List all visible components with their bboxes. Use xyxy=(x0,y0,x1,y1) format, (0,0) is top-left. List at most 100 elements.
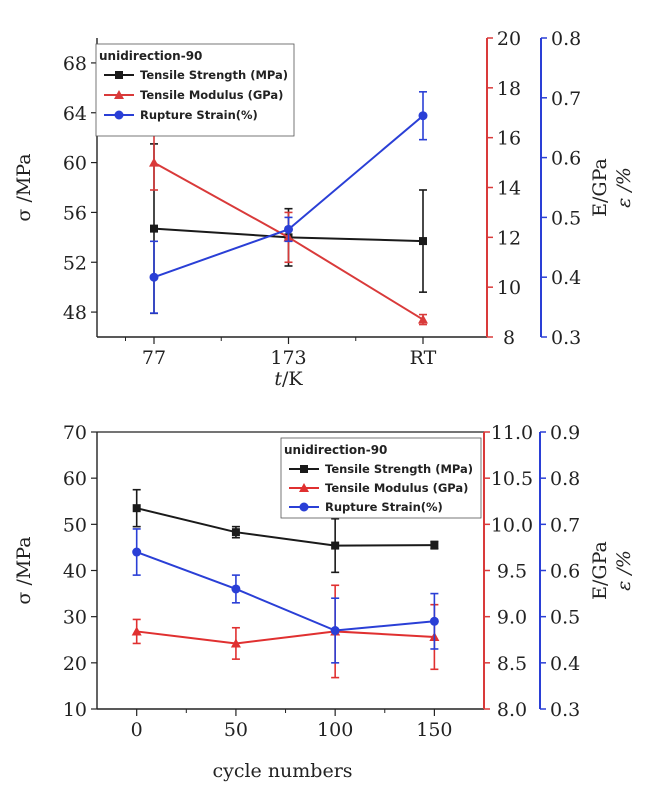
data-point xyxy=(284,224,293,234)
data-point xyxy=(418,111,428,121)
right1-tick-label: 20 xyxy=(497,28,521,50)
right1-tick-label: 9.0 xyxy=(497,607,527,629)
x-tick-label: 77 xyxy=(142,347,166,369)
legend-box xyxy=(280,437,482,519)
data-point xyxy=(149,272,159,282)
right2-tick-label: 0.3 xyxy=(551,327,581,349)
series-2 xyxy=(131,584,440,679)
right-axis-1-title: E/GPa xyxy=(589,541,611,600)
data-point xyxy=(331,541,340,550)
chart-2: 10 20 30 40 50 60 70 8.0 8.5 9.0 9.5 10.0 10.5 11.0 0.… xyxy=(13,422,635,782)
right-axis-2-title: ε /% xyxy=(613,167,635,208)
legend-box xyxy=(95,43,295,137)
legend: unidirection-90 Tensile Strength (MPa) Ten… xyxy=(280,437,482,519)
x-axis-title-italic: t xyxy=(274,368,282,390)
right2-tick-label: 0.3 xyxy=(550,699,580,721)
left-tick-label: 68 xyxy=(63,53,87,75)
right1-tick-label: 18 xyxy=(497,78,521,100)
x-tick-label: 173 xyxy=(270,347,306,369)
right1-tick-label: 9.5 xyxy=(497,561,527,583)
chart-1: 48 52 56 60 64 68 8 10 12 14 16 18 20 0.3 0.4 0.5 0.6 0.7… xyxy=(13,28,635,390)
left-tick-label: 52 xyxy=(63,252,87,274)
data-point xyxy=(149,157,159,167)
x-tick-label: 50 xyxy=(224,719,248,741)
legend-swatch-marker xyxy=(114,90,124,99)
right1-tick-label: 14 xyxy=(497,178,521,200)
right2-tick-label: 0.4 xyxy=(551,267,581,289)
right2-tick-label: 0.8 xyxy=(551,28,581,50)
data-point xyxy=(429,616,439,626)
right1-tick-label: 10.0 xyxy=(491,514,533,536)
right1-tick-label: 8.0 xyxy=(497,699,527,721)
x-tick-label: 0 xyxy=(131,719,143,741)
x-axis-title-rest: /K xyxy=(282,368,303,390)
right2-tick-label: 0.7 xyxy=(550,514,580,536)
left-tick-label: 64 xyxy=(63,103,87,125)
right1-tick-label: 11.0 xyxy=(491,422,533,444)
legend-entry: Rupture Strain(%) xyxy=(140,108,258,122)
right2-tick-label: 0.5 xyxy=(551,207,581,229)
right2-tick-label: 0.6 xyxy=(550,561,580,583)
right-axis-1-title: E/GPa xyxy=(589,158,611,217)
left-tick-label: 60 xyxy=(63,153,87,175)
left-tick-label: 60 xyxy=(63,468,87,490)
x-axis-title: t/K xyxy=(274,368,303,390)
left-tick-label: 30 xyxy=(63,607,87,629)
series-3 xyxy=(149,91,428,314)
legend-title: unidirection-90 xyxy=(99,49,202,63)
data-point xyxy=(231,584,241,594)
x-tick-label: 150 xyxy=(416,719,452,741)
legend-swatch-marker xyxy=(300,465,308,473)
right1-tick-label: 12 xyxy=(497,227,521,249)
left-tick-label: 40 xyxy=(63,561,87,583)
right2-tick-label: 0.9 xyxy=(550,422,580,444)
left-tick-label: 10 xyxy=(63,699,87,721)
series-1 xyxy=(132,488,439,574)
series-line xyxy=(136,507,435,547)
x-axis-title: cycle numbers xyxy=(212,760,352,782)
data-point xyxy=(430,541,439,550)
series-line xyxy=(136,551,435,632)
data-point xyxy=(131,626,142,636)
right1-tick-label: 10.5 xyxy=(491,468,533,490)
x-tick-label: RT xyxy=(410,347,437,369)
left-tick-label: 20 xyxy=(63,653,87,675)
legend-swatch-marker xyxy=(115,71,123,79)
legend: unidirection-90 Tensile Strength (MPa) Ten… xyxy=(95,43,295,137)
legend-swatch-marker xyxy=(299,502,309,512)
right1-tick-label: 16 xyxy=(497,128,521,150)
legend-entry: Tensile Strength (MPa) xyxy=(140,68,288,82)
data-point xyxy=(330,626,340,636)
left-tick-label: 70 xyxy=(63,422,87,444)
legend-title: unidirection-90 xyxy=(284,443,387,457)
legend-entry: Tensile Strength (MPa) xyxy=(325,462,473,476)
legend-entry: Tensile Modulus (GPa) xyxy=(325,481,468,495)
right-axis-2-title: ε /% xyxy=(613,550,635,591)
data-point xyxy=(419,237,427,246)
left-tick-label: 56 xyxy=(63,202,87,224)
right1-tick-label: 10 xyxy=(497,277,521,299)
data-point xyxy=(150,224,158,233)
right1-tick-label: 8 xyxy=(503,327,515,349)
left-axis-title: σ /MPa xyxy=(13,153,35,221)
right2-tick-label: 0.8 xyxy=(550,468,580,490)
legend-swatch-marker xyxy=(299,483,309,492)
x-tick-label: 100 xyxy=(317,719,353,741)
left-axis-title: σ /MPa xyxy=(13,536,35,604)
data-point xyxy=(132,547,142,557)
right2-tick-label: 0.4 xyxy=(550,653,580,675)
data-point xyxy=(231,528,240,537)
right2-tick-label: 0.5 xyxy=(550,607,580,629)
left-tick-label: 48 xyxy=(63,302,87,324)
series-line xyxy=(136,630,435,645)
data-point xyxy=(230,638,241,648)
legend-swatch-marker xyxy=(114,110,124,120)
right1-tick-label: 8.5 xyxy=(497,653,527,675)
right2-tick-label: 0.7 xyxy=(551,88,581,110)
data-point xyxy=(132,504,141,513)
left-tick-label: 50 xyxy=(63,514,87,536)
legend-entry: Tensile Modulus (GPa) xyxy=(140,88,283,102)
series-3 xyxy=(132,528,439,664)
right2-tick-label: 0.6 xyxy=(551,148,581,170)
